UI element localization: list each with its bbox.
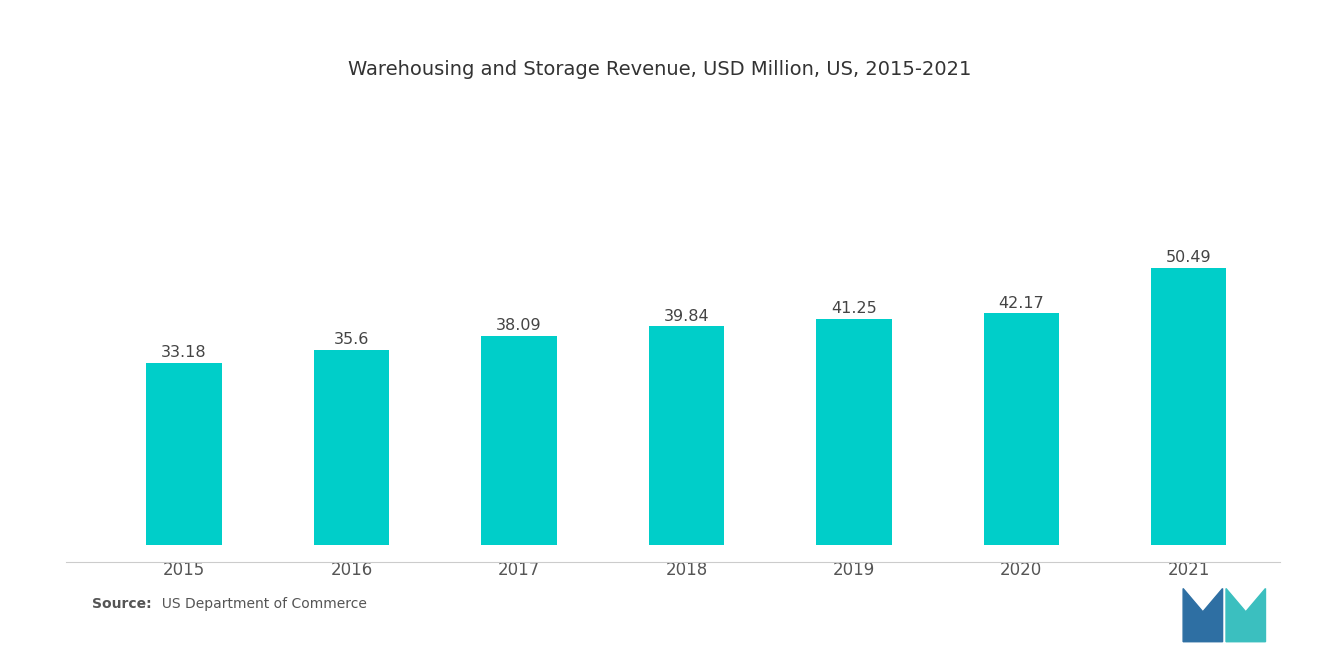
Text: 35.6: 35.6 (334, 332, 370, 347)
Bar (983, 313, 1059, 545)
Bar (147, 363, 222, 545)
Polygon shape (1226, 589, 1266, 642)
Text: 50.49: 50.49 (1166, 250, 1212, 265)
Text: Source:: Source: (92, 597, 152, 612)
Polygon shape (1183, 589, 1222, 642)
Text: 38.09: 38.09 (496, 318, 541, 333)
Text: 39.84: 39.84 (664, 309, 709, 324)
Bar (648, 327, 725, 545)
Text: 33.18: 33.18 (161, 345, 207, 360)
Text: Warehousing and Storage Revenue, USD Million, US, 2015-2021: Warehousing and Storage Revenue, USD Mil… (348, 60, 972, 79)
Bar (314, 350, 389, 545)
Bar (816, 319, 891, 545)
Text: 41.25: 41.25 (832, 301, 876, 316)
Text: 42.17: 42.17 (998, 296, 1044, 311)
Text: US Department of Commerce: US Department of Commerce (153, 597, 367, 612)
Bar (482, 336, 557, 545)
Bar (1151, 268, 1226, 545)
